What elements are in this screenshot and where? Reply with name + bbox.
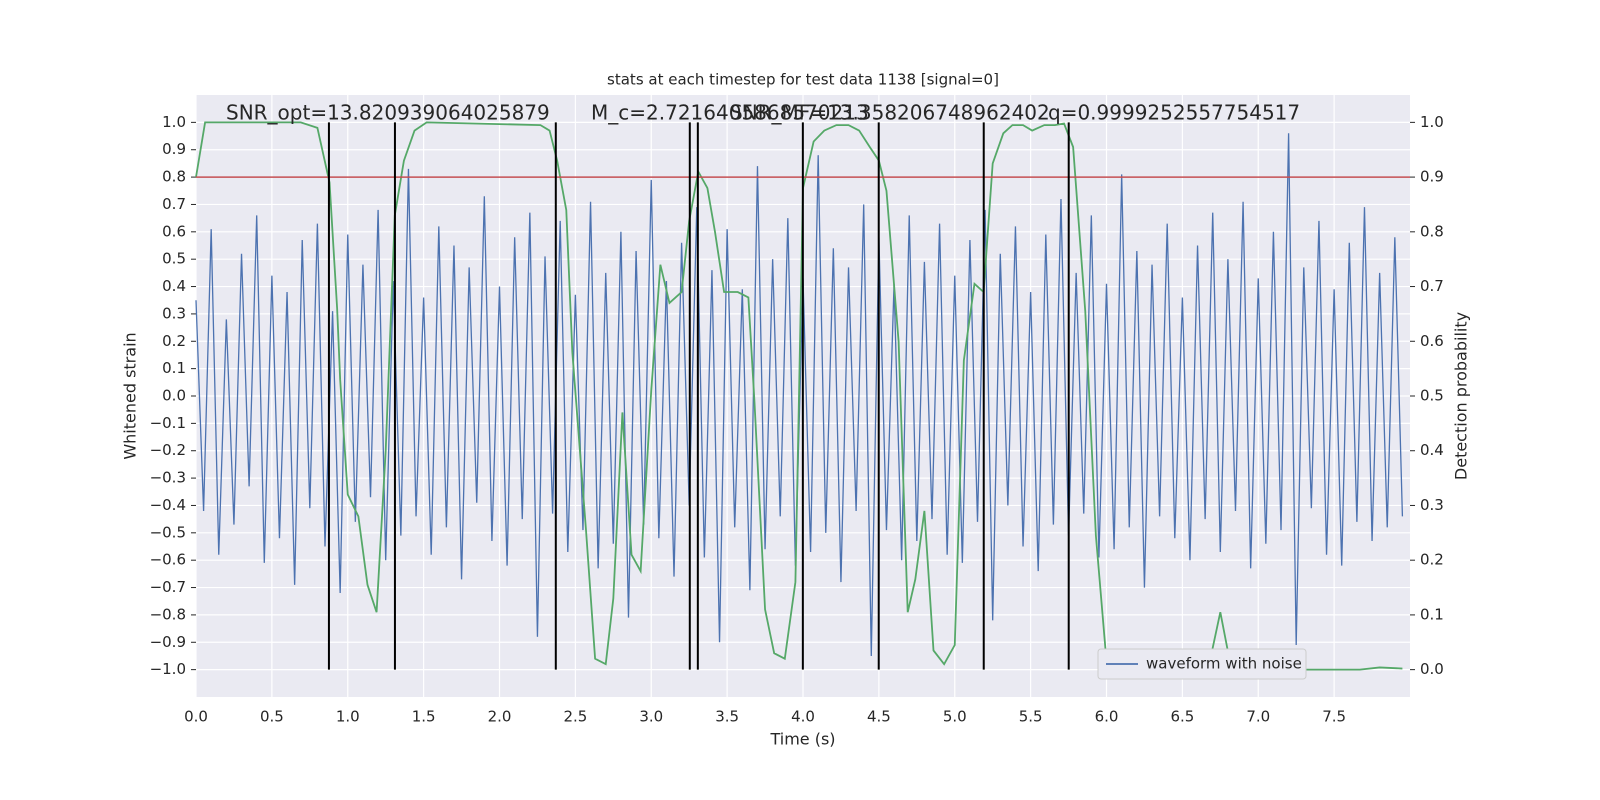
annotation: M_c=2.7216405868570213 <box>591 101 869 125</box>
y-tick-label: −0.8 <box>150 605 186 623</box>
y-axis-label: Whitened strain <box>121 332 140 459</box>
x-axis-label: Time (s) <box>769 730 835 749</box>
y2-tick-label: 0.6 <box>1420 332 1444 350</box>
x-tick-label: 3.0 <box>639 708 663 726</box>
y2-tick-label: 0.3 <box>1420 496 1444 514</box>
y-tick-label: 0.5 <box>162 250 186 268</box>
y2-tick-label: 0.2 <box>1420 551 1444 569</box>
x-tick-label: 5.0 <box>943 708 967 726</box>
y-tick-label: 0.0 <box>162 387 186 405</box>
y-tick-label: −0.1 <box>150 414 186 432</box>
x-tick-label: 7.0 <box>1246 708 1270 726</box>
y-tick-label: 1.0 <box>162 113 186 131</box>
y-tick-label: −0.3 <box>150 469 186 487</box>
y2-tick-label: 1.0 <box>1420 113 1444 131</box>
x-tick-label: 1.0 <box>336 708 360 726</box>
y-tick-label: −0.2 <box>150 441 186 459</box>
annotation: SNR_opt=13.820939064025879 <box>226 101 550 125</box>
legend: waveform with noise <box>1097 648 1307 680</box>
annotation: q=0.9999252557754517 <box>1048 101 1300 125</box>
y-tick-label: 0.6 <box>162 222 186 240</box>
x-tick-label: 4.5 <box>867 708 891 726</box>
series-line <box>195 121 1403 671</box>
y-tick-label: −0.4 <box>150 496 186 514</box>
x-tick-label: 6.0 <box>1095 708 1119 726</box>
y2-tick-label: 0.0 <box>1420 660 1444 678</box>
y-tick-label: 0.9 <box>162 140 186 158</box>
x-tick-label: 4.0 <box>791 708 815 726</box>
x-tick-label: 3.5 <box>715 708 739 726</box>
x-tick-label: 2.0 <box>488 708 512 726</box>
y-tick-label: −0.6 <box>150 551 186 569</box>
y-tick-label: −0.9 <box>150 633 186 651</box>
chart-title: stats at each timestep for test data 113… <box>607 71 999 89</box>
y2-tick-label: 0.9 <box>1420 168 1444 186</box>
y-tick-label: −1.0 <box>150 660 186 678</box>
y2-axis-label: Detection probability <box>1452 312 1471 480</box>
y-tick-label: −0.5 <box>150 523 186 541</box>
x-tick-label: 0.5 <box>260 708 284 726</box>
y-tick-label: 0.3 <box>162 304 186 322</box>
y2-tick-label: 0.1 <box>1420 605 1444 623</box>
y2-tick-label: 0.8 <box>1420 222 1444 240</box>
y-tick-label: 0.8 <box>162 168 186 186</box>
x-tick-label: 5.5 <box>1019 708 1043 726</box>
y-tick-label: 0.7 <box>162 195 186 213</box>
legend-label: waveform with noise <box>1146 655 1302 673</box>
y2-tick-label: 0.4 <box>1420 441 1444 459</box>
x-tick-label: 6.5 <box>1170 708 1194 726</box>
y-tick-label: 0.2 <box>162 332 186 350</box>
annotation: SNR_MF=13.358206748962402 <box>730 101 1050 125</box>
y-tick-label: −0.7 <box>150 578 186 596</box>
x-tick-label: 1.5 <box>412 708 436 726</box>
legend-box <box>1097 648 1307 680</box>
y2-tick-label: 0.7 <box>1420 277 1444 295</box>
x-tick-label: 2.5 <box>563 708 587 726</box>
y-tick-label: 0.4 <box>162 277 186 295</box>
y-tick-label: 0.1 <box>162 359 186 377</box>
y2-tick-label: 0.5 <box>1420 387 1444 405</box>
x-tick-label: 7.5 <box>1322 708 1346 726</box>
x-tick-label: 0.0 <box>184 708 208 726</box>
